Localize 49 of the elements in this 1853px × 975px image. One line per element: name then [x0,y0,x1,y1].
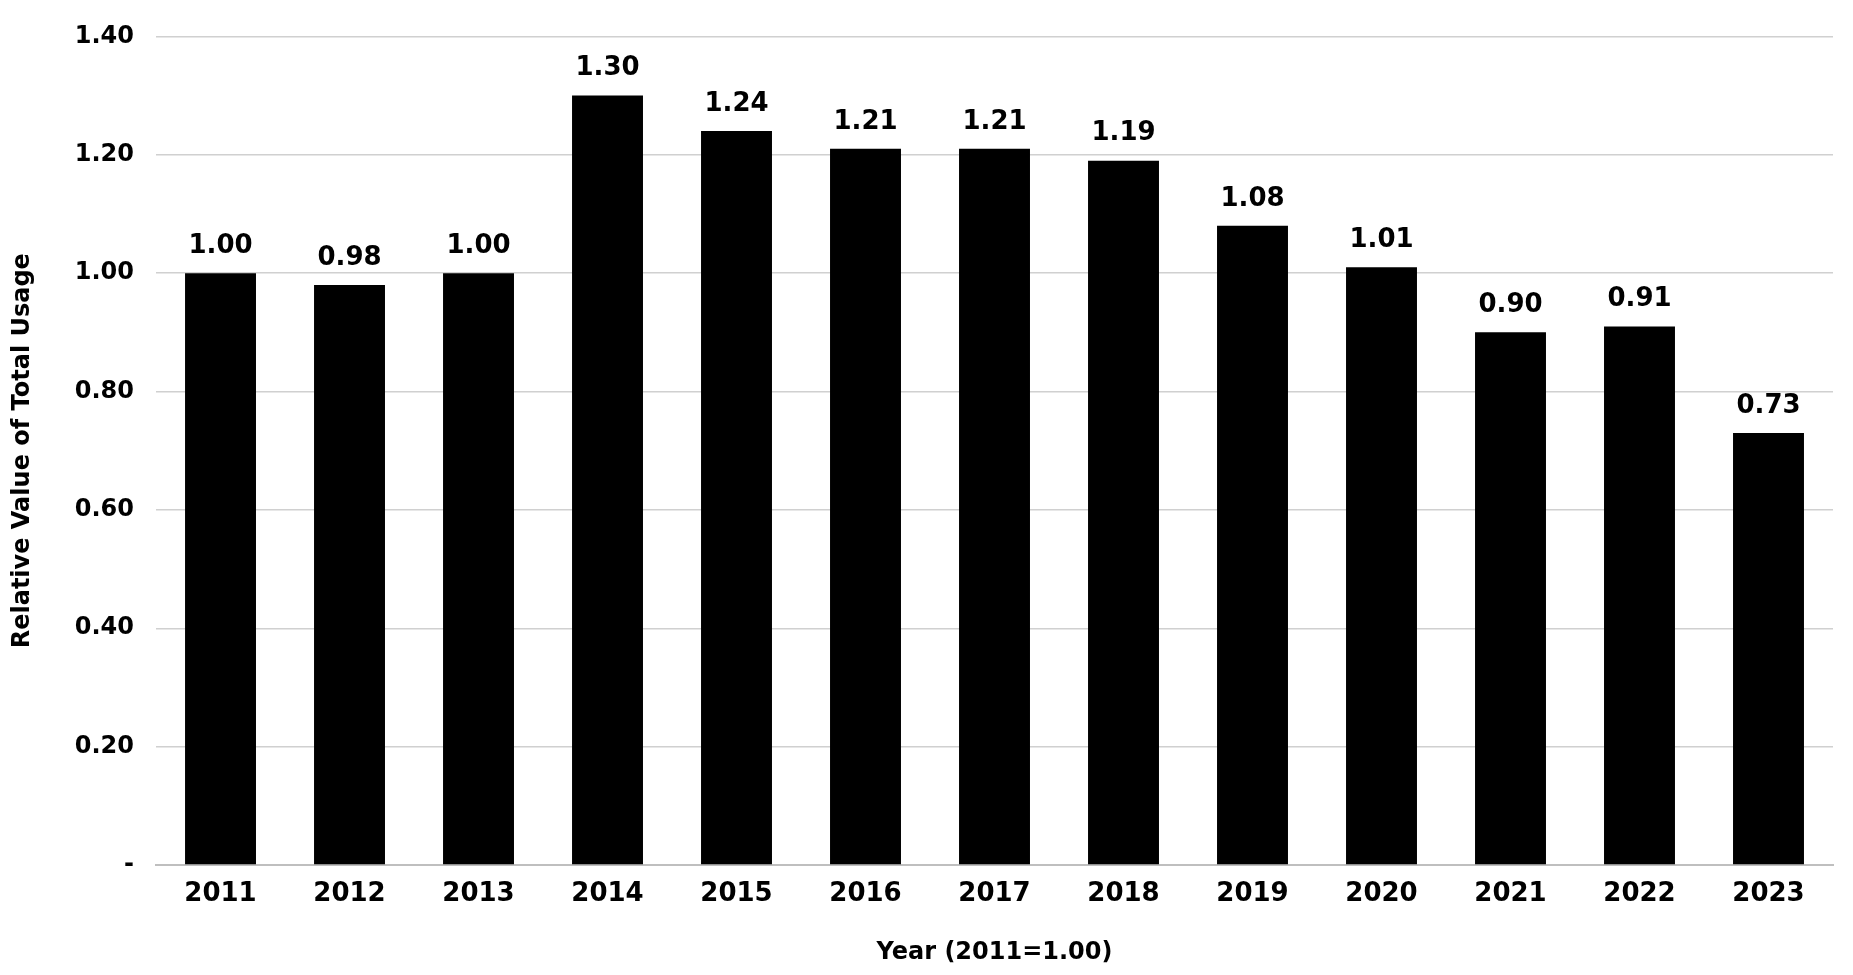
bar [1088,160,1159,865]
bar [1217,225,1288,865]
data-label: 0.90 [1478,288,1543,319]
data-label: 0.91 [1607,282,1672,313]
data-label: 1.00 [446,228,511,259]
x-tick-label: 2022 [1603,877,1676,908]
data-label: 1.30 [575,51,640,82]
data-label: 0.98 [317,240,382,271]
bar [572,95,643,865]
data-label: 1.24 [704,86,769,117]
bar [314,284,385,865]
x-tick-label: 2011 [184,877,257,908]
bar [1733,432,1804,865]
x-tick-label: 2021 [1474,877,1547,908]
y-tick-label: 1.40 [74,20,135,49]
x-axis-title: Year (2011=1.00) [875,936,1113,965]
x-tick-label: 2012 [313,877,386,908]
bar [959,148,1030,865]
data-label: 0.73 [1736,388,1801,419]
y-tick-label: 1.20 [74,139,135,168]
bar [185,273,256,865]
x-tick-label: 2017 [958,877,1031,908]
x-tick-label: 2020 [1345,877,1418,908]
y-tick-label: 0.40 [74,612,135,641]
data-label: 1.21 [833,104,898,135]
x-tick-label: 2013 [442,877,515,908]
y-tick-label: 0.80 [74,375,135,404]
data-label: 1.21 [962,104,1027,135]
bar [1604,326,1675,865]
bar [1346,267,1417,865]
x-tick-label: 2019 [1216,877,1289,908]
y-tick-label: 0.20 [74,730,135,759]
y-tick-label: 1.00 [74,257,135,286]
x-tick-label: 2018 [1087,877,1160,908]
data-label: 1.01 [1349,222,1414,253]
x-tick-label: 2015 [700,877,773,908]
x-tick-label: 2023 [1732,877,1805,908]
x-tick-label: 2016 [829,877,902,908]
y-tick-label: 0.60 [74,494,135,523]
bar [1475,332,1546,865]
y-tick-label: - [124,849,135,878]
data-label: 1.19 [1091,116,1156,147]
bar [830,148,901,865]
data-label: 1.00 [188,228,253,259]
data-label: 1.08 [1220,181,1285,212]
bar [443,273,514,865]
bar [701,131,772,865]
x-tick-label: 2014 [571,877,644,908]
y-axis-title: Relative Value of Total Usage [6,253,35,649]
